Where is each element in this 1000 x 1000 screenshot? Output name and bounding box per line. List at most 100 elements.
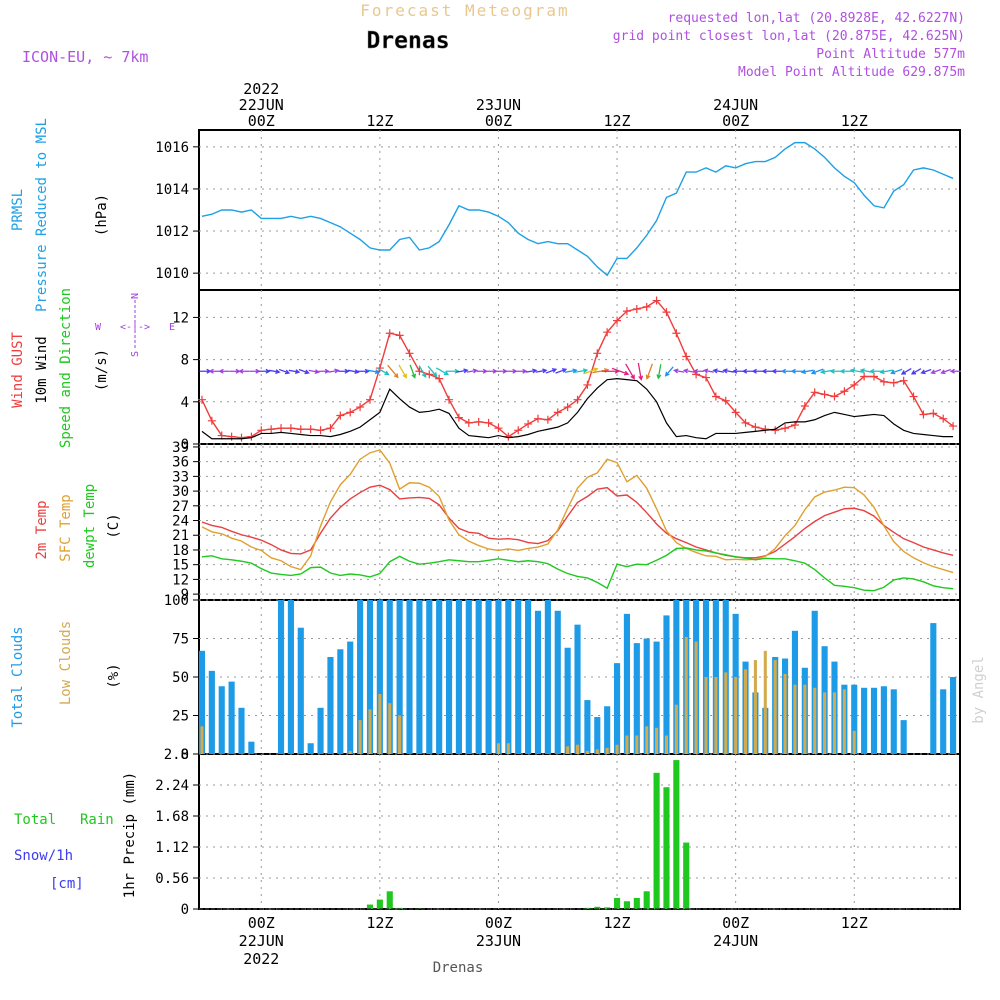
temperature-ytick-label: 9: [181, 587, 189, 603]
wind-ytick-label: 4: [181, 395, 189, 411]
gust-marker: [632, 304, 641, 313]
low-cloud-bar: [832, 692, 837, 754]
gust-marker: [553, 408, 562, 417]
total-cloud-bar: [495, 600, 502, 754]
clouds-ytick-label: 75: [172, 632, 189, 648]
pressure-label-prmsl: PRMSL: [10, 189, 26, 231]
wind-direction-arrow: [516, 368, 528, 374]
wind-direction-arrow: [506, 368, 518, 374]
wind-direction-arrow: [940, 368, 952, 375]
clouds-unit: (%): [106, 663, 122, 688]
gust-marker: [682, 352, 691, 361]
credit-text: by Angel: [971, 656, 987, 723]
clouds-ytick-label: 50: [172, 670, 189, 686]
low-cloud-bar: [674, 704, 678, 754]
gust-marker: [830, 392, 839, 401]
temperature-ytick-label: 21: [172, 528, 189, 544]
low-cloud-bar: [635, 735, 639, 754]
temperature-ytick-label: 24: [172, 514, 189, 530]
total-cloud-bar: [584, 700, 591, 754]
low-cloud-bar: [842, 689, 846, 754]
gust-marker: [296, 425, 305, 434]
low-cloud-bar: [605, 747, 609, 754]
gust-marker: [267, 425, 276, 434]
gust-marker: [524, 419, 533, 428]
gust-marker: [543, 415, 552, 424]
total-cloud-bar: [347, 641, 354, 754]
precip-ytick-label: 2.8: [164, 747, 189, 763]
gust-marker: [949, 422, 958, 431]
wind-direction-arrow: [398, 364, 407, 379]
total-cloud-bar: [445, 600, 453, 754]
gust-marker: [899, 376, 908, 385]
wind-direction-arrow: [656, 364, 662, 380]
temp-dewpt-line: [201, 547, 954, 592]
gust-marker: [533, 414, 542, 423]
gust-marker: [326, 424, 335, 433]
precip-axis-label: 1hr Precip (mm): [122, 772, 138, 898]
pressure-panel-frame: [198, 129, 961, 291]
gust-marker: [879, 377, 888, 386]
gust-marker: [375, 364, 384, 373]
total-cloud-bar: [218, 686, 225, 754]
wind-direction-arrow: [338, 368, 350, 374]
rain-bar: [643, 891, 650, 909]
temperature-ytick-label: 30: [172, 484, 189, 500]
wind-direction-arrow: [583, 367, 599, 375]
wind-direction-arrow: [496, 368, 508, 374]
wind-direction-arrow: [682, 368, 695, 374]
total-cloud-bar: [357, 600, 364, 754]
gust-marker: [425, 370, 434, 379]
total-cloud-bar: [534, 610, 542, 754]
wind-direction-arrow: [259, 368, 271, 374]
wind-ytick-label: 0: [181, 437, 189, 453]
gust-marker: [454, 413, 463, 422]
low-cloud-bar: [783, 673, 787, 754]
low-cloud-bar: [358, 720, 362, 754]
pressure-unit: (hPa): [94, 194, 110, 236]
gust-marker: [365, 395, 374, 404]
total-cloud-bar: [317, 707, 324, 754]
gust-marker: [939, 414, 948, 423]
total-cloud-bar: [900, 720, 907, 754]
rain-bar: [386, 891, 393, 909]
wind-direction-arrow: [555, 368, 568, 374]
total-cloud-bar: [594, 717, 601, 754]
total-cloud-bar: [870, 687, 878, 754]
temperature-ytick-label: 33: [172, 469, 189, 485]
temp-dewpt-label: dewpt Temp: [82, 484, 98, 568]
time-label-bottom: 22JUN: [239, 932, 284, 950]
gust-marker: [494, 424, 503, 433]
time-label-top: 00Z: [248, 112, 275, 130]
total-cloud-bar: [515, 600, 522, 754]
wind-direction-arrow: [712, 368, 725, 374]
gust-marker: [909, 392, 918, 401]
total-cloud-bar: [426, 600, 433, 754]
clouds-ytick-label: 25: [172, 709, 189, 725]
time-label-bottom: 00Z: [722, 914, 749, 932]
precip-ytick-label: 1.68: [155, 809, 189, 825]
time-label-top: 12Z: [841, 112, 868, 130]
wind-direction-arrow: [637, 362, 644, 381]
low-cloud-bar: [200, 726, 204, 754]
total-cloud-bar: [396, 600, 403, 754]
total-cloud-bar: [623, 613, 631, 754]
time-label-top: 22JUN: [239, 96, 284, 114]
low-cloud-bar: [823, 692, 827, 754]
wind-direction-arrow: [949, 368, 962, 374]
wind-direction-arrow: [387, 364, 399, 379]
rain-bar: [594, 906, 601, 909]
wind-direction-arrow: [722, 368, 734, 374]
low-cloud-bar: [506, 743, 510, 754]
footer-location: Drenas: [433, 960, 484, 976]
wind-direction-arrow: [645, 363, 653, 380]
low-cloud-bar: [585, 750, 589, 754]
time-label-top: 23JUN: [476, 96, 521, 114]
total-cloud-bar: [376, 600, 383, 754]
total-cloud-bar: [386, 600, 393, 754]
low-cloud-bar: [398, 715, 402, 754]
wind-direction-arrow: [199, 368, 212, 374]
clouds-ytick-label: 100: [164, 593, 189, 609]
wind-unit: (m/s): [94, 349, 110, 391]
model-altitude: Model Point Altitude 629.875m: [738, 65, 965, 80]
